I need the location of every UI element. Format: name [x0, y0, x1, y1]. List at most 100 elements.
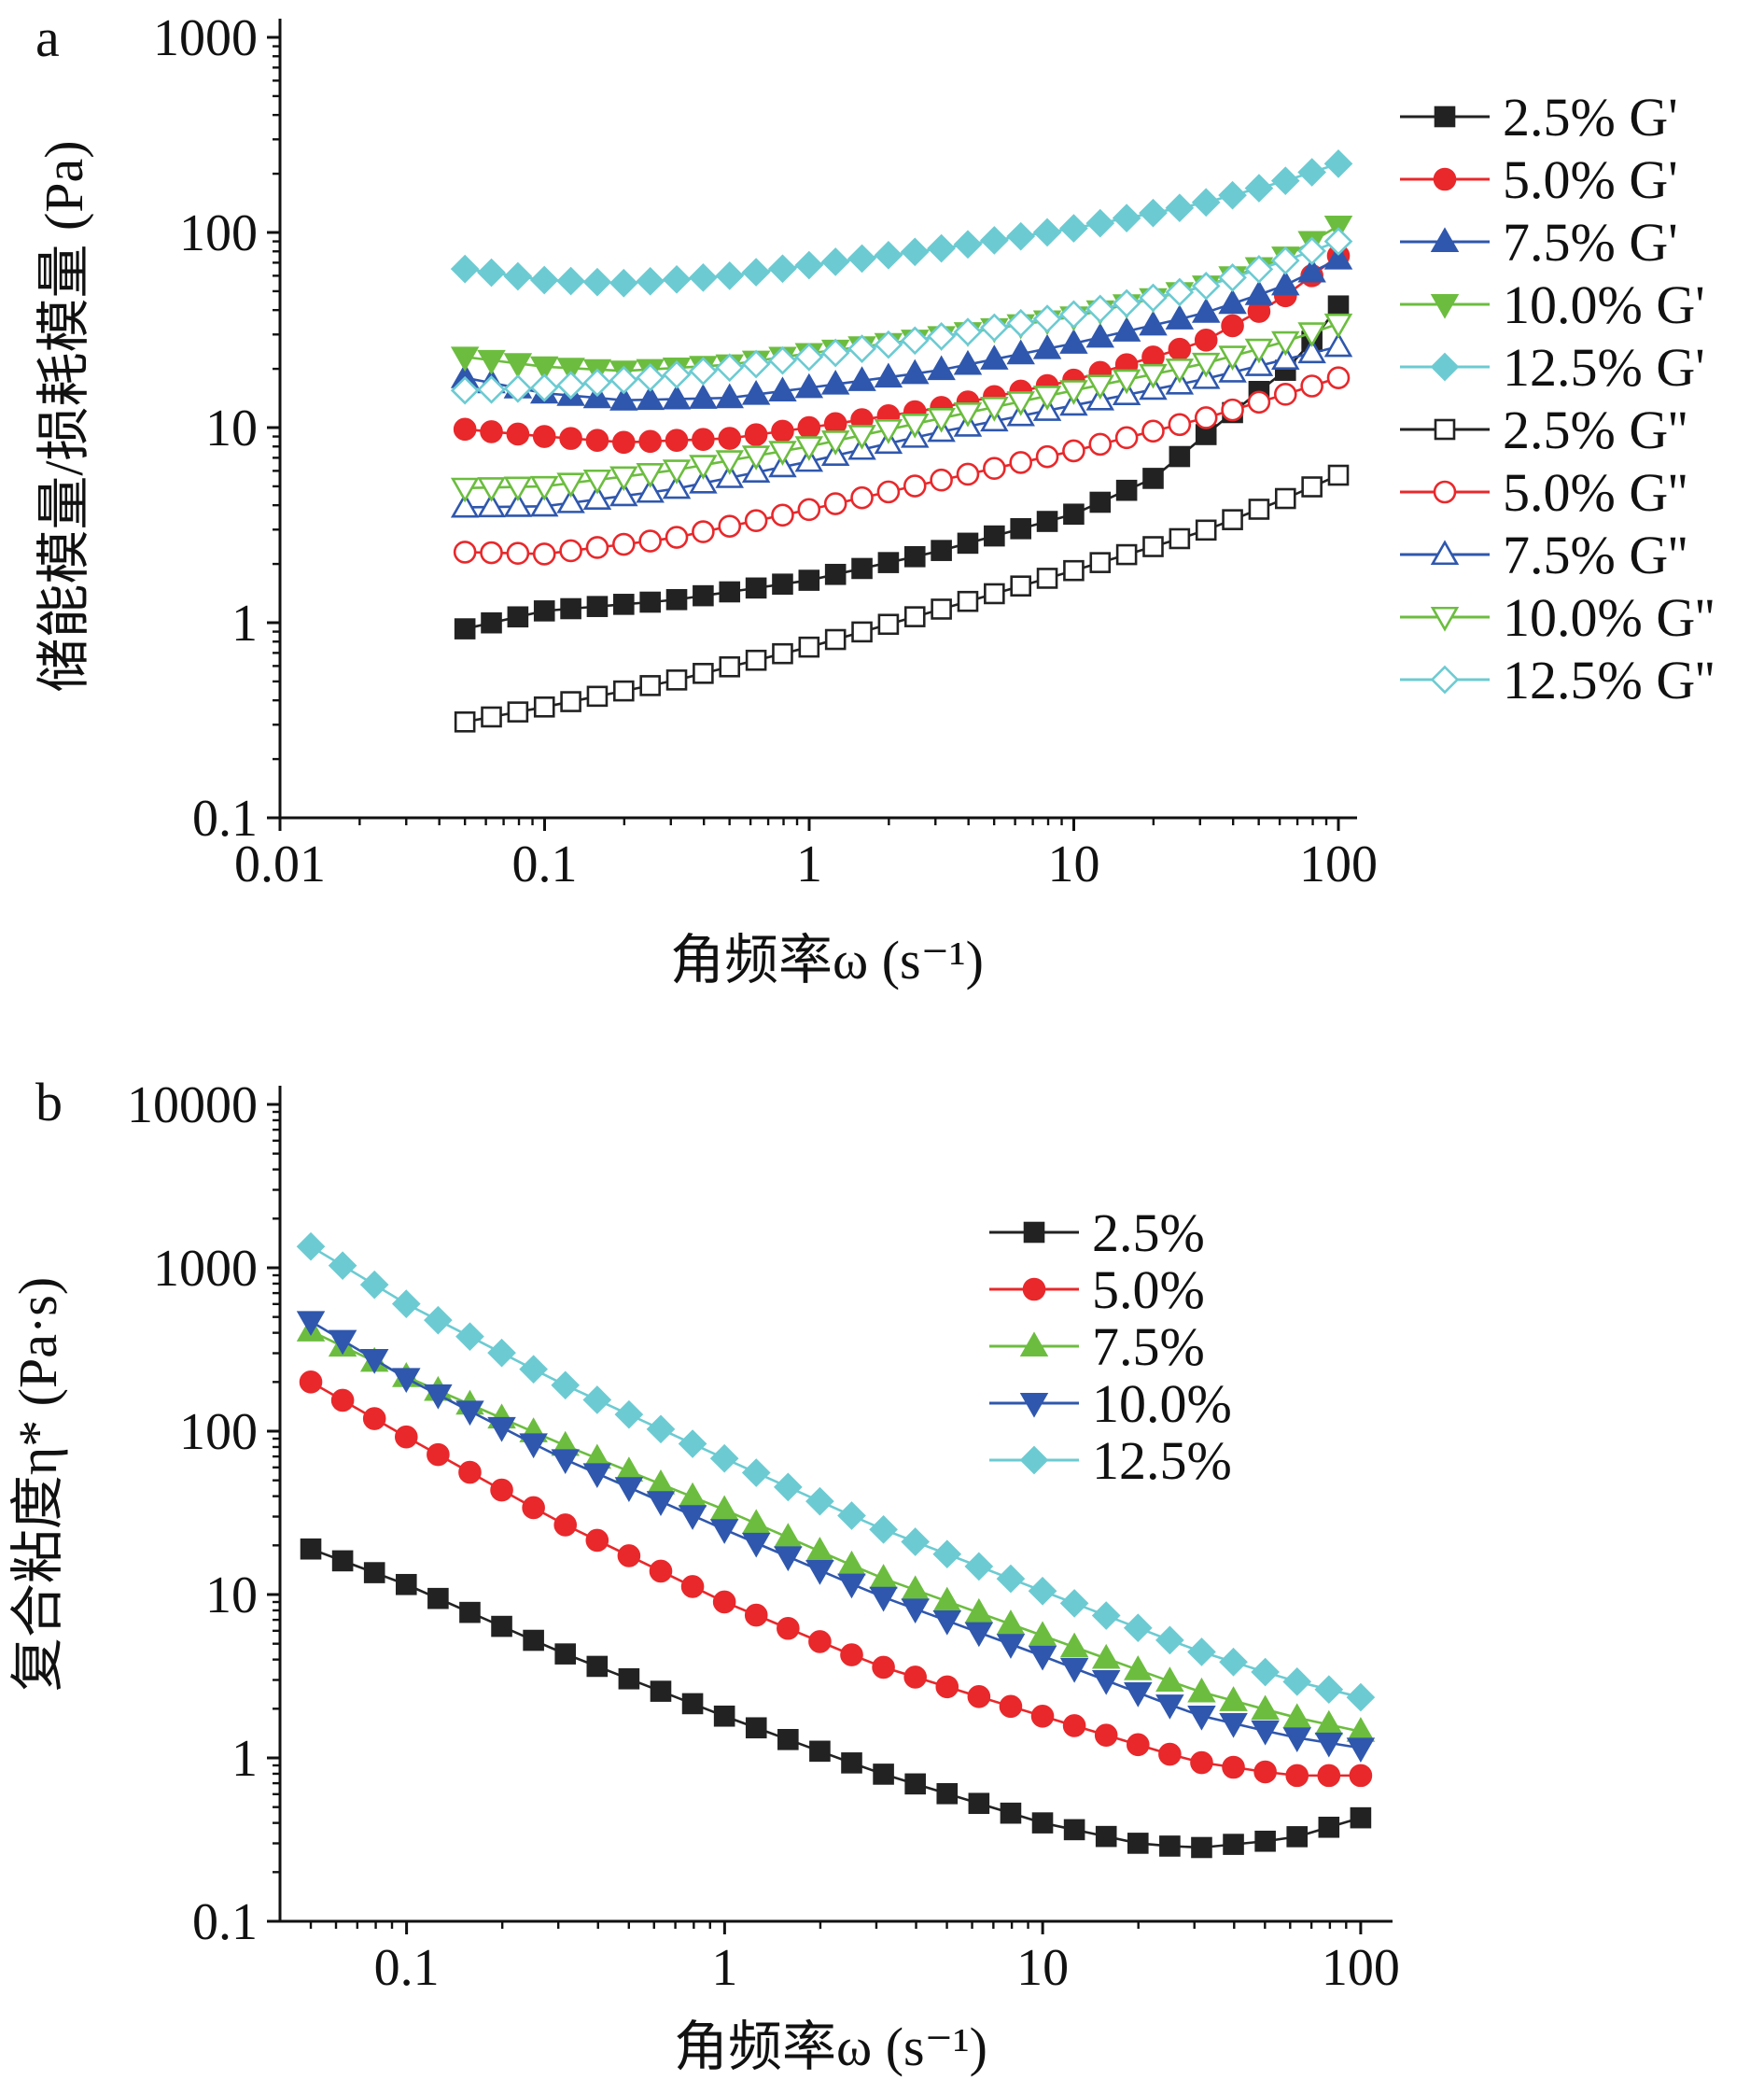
panel-a-data-point — [481, 611, 502, 634]
panel-a-data-point — [1112, 369, 1141, 395]
panel-a-data-point — [953, 317, 983, 346]
panel-b-data-point — [1346, 1737, 1376, 1763]
panel-b-data-point — [487, 1416, 516, 1442]
panel-a-data-point — [741, 457, 771, 484]
panel-b-data-point — [932, 1610, 962, 1636]
panel-b-data-point — [805, 1537, 834, 1562]
panel-a-data-point — [772, 642, 793, 665]
panel-b-data-point — [427, 1587, 449, 1609]
panel-b-data-point — [999, 1694, 1023, 1719]
panel-b-data-point — [1253, 1760, 1277, 1784]
panel-b-data-point — [551, 1449, 580, 1475]
panel-a-data-point — [1222, 509, 1243, 530]
panel-a-legend-label: 7.5% G' — [1503, 212, 1678, 273]
panel-a-data-point — [1088, 432, 1113, 457]
panel-a-data-point — [1112, 288, 1141, 318]
panel-b-series-line — [310, 1329, 1362, 1734]
panel-a-data-point — [719, 581, 741, 603]
panel-b-data-point — [523, 1629, 544, 1651]
panel-b-data-point — [331, 1550, 354, 1572]
panel-a-data-point — [953, 230, 983, 260]
panel-b-letter: b — [35, 1072, 63, 1132]
panel-a-series-line — [465, 376, 1339, 555]
panel-a-data-point — [689, 357, 718, 386]
panel-b-data-point — [522, 1496, 545, 1520]
panel-b-data-point — [1251, 1694, 1280, 1721]
panel-b-data-point — [427, 1442, 450, 1467]
panel-b-data-point — [649, 1559, 673, 1583]
panel-b-data-point — [296, 1311, 326, 1337]
panel-a-legend-marker — [1430, 293, 1460, 319]
panel-a-data-point — [903, 474, 927, 498]
panel-b-data-point — [996, 1634, 1026, 1659]
panel-a-series — [450, 313, 1353, 503]
panel-a-data-point — [636, 385, 665, 411]
panel-a-data-point — [503, 261, 533, 291]
panel-a-data-point — [665, 526, 689, 549]
panel-a-data-point — [874, 362, 903, 388]
panel-a-data-point — [1006, 308, 1036, 338]
panel-b-data-point — [1124, 1682, 1153, 1708]
panel-a-data-point — [1327, 464, 1350, 486]
panel-b-data-point — [841, 1752, 862, 1774]
panel-a-data-point — [1270, 246, 1300, 275]
panel-a-data-point — [794, 372, 824, 399]
panel-a-data-point — [453, 417, 477, 442]
panel-a-data-point — [1139, 283, 1168, 313]
panel-a-data-point — [980, 344, 1009, 370]
panel-a-data-point — [877, 552, 900, 573]
panel-a-series — [454, 464, 1350, 733]
panel-a-data-point — [794, 436, 824, 461]
panel-a-data-point — [532, 425, 556, 448]
panel-a-data-point — [1036, 511, 1058, 532]
panel-b-data-point — [1254, 1830, 1276, 1852]
panel-b-data-point — [424, 1384, 453, 1410]
panel-b-data-point — [932, 1586, 962, 1612]
panel-b-data-point — [901, 1527, 931, 1556]
panel-a-data-point — [1244, 338, 1274, 364]
panel-a-legend-label: 2.5% G' — [1503, 87, 1678, 148]
panel-a-data-point — [1195, 519, 1217, 541]
panel-b-legend-marker — [1019, 1392, 1049, 1418]
panel-a-data-point — [715, 463, 744, 488]
panel-b-data-point — [964, 1622, 994, 1648]
panel-a-data-point — [636, 463, 665, 488]
panel-a-legend-label: 12.5% G'' — [1503, 650, 1715, 710]
panel-a-x-axis-label: 角频率ω (s⁻¹) — [670, 930, 984, 991]
panel-a-data-point — [1006, 391, 1035, 416]
panel-a-y-tick-label: 100 — [179, 204, 258, 262]
panel-a-series — [450, 227, 1353, 405]
panel-a-series — [450, 149, 1353, 298]
panel-a-data-point — [1059, 329, 1088, 354]
panel-b-data-point — [744, 1603, 768, 1627]
panel-a-series-line — [465, 345, 1339, 509]
panel-a-data-point — [718, 427, 742, 450]
panel-a-data-point — [715, 383, 744, 409]
panel-a-data-point — [1297, 338, 1326, 364]
panel-a-data-point — [900, 237, 930, 267]
panel-a-y-axis-label: 储能模量/损耗模量 (Pa) — [34, 140, 94, 692]
panel-b-legend-marker — [1023, 1221, 1045, 1244]
panel-a-data-point — [477, 374, 506, 404]
panel-a-data-point — [874, 241, 903, 270]
panel-a-data-point — [506, 422, 530, 446]
panel-b-data-point — [709, 1519, 739, 1544]
panel-b-series — [299, 1370, 1373, 1788]
panel-b-data-point — [745, 1717, 767, 1739]
panel-b-data-point — [299, 1370, 323, 1394]
panel-a-data-point — [903, 546, 926, 568]
panel-a-data-point — [903, 606, 926, 627]
panel-b-data-point — [1059, 1657, 1089, 1683]
panel-a-data-point — [1297, 236, 1326, 266]
panel-a-data-point — [979, 226, 1009, 255]
panel-a-data-point — [1221, 398, 1244, 422]
panel-a-data-point — [1115, 543, 1138, 566]
panel-a-data-point — [1168, 413, 1192, 437]
panel-a-data-point — [639, 591, 661, 613]
panel-a-data-point — [582, 368, 612, 398]
panel-a-data-point — [556, 472, 585, 499]
panel-b-data-point — [1028, 1645, 1057, 1671]
panel-a-data-point — [693, 584, 714, 607]
panel-b-data-point — [519, 1355, 548, 1384]
